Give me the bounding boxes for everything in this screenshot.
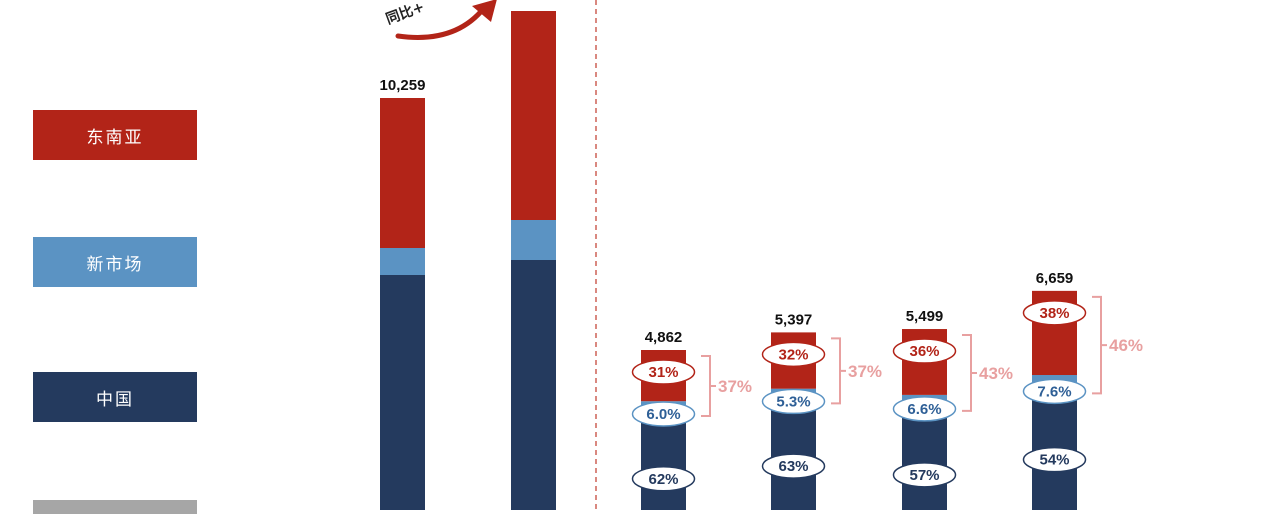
bar-segment-china bbox=[902, 406, 947, 510]
share-ellipse-southeast-asia bbox=[631, 359, 696, 385]
bar-segment-china bbox=[380, 275, 425, 510]
share-label-china: 54% bbox=[1039, 452, 1069, 469]
share-label-new-market: 6.0% bbox=[646, 406, 680, 423]
growth-arrow-head bbox=[472, 0, 497, 22]
bar-segment-new-market bbox=[511, 220, 556, 260]
bar-segment-southeast-asia bbox=[511, 11, 556, 220]
bar-segment-new-market bbox=[380, 248, 425, 275]
share-label-china: 62% bbox=[648, 471, 678, 488]
bar-total-label: 5,397 bbox=[775, 311, 813, 328]
combined-share-bracket bbox=[1092, 295, 1107, 395]
share-ellipse-new-market bbox=[761, 388, 826, 415]
growth-arrow bbox=[395, 5, 487, 40]
share-label-new-market: 5.3% bbox=[776, 393, 810, 410]
share-ellipse-southeast-asia bbox=[761, 341, 826, 368]
legend-southeast-asia: 东南亚 bbox=[33, 110, 197, 160]
share-ellipse-southeast-asia bbox=[892, 338, 957, 364]
combined-share-bracket bbox=[701, 355, 716, 417]
bar-segment-southeast-asia bbox=[380, 98, 425, 248]
share-ellipse-southeast-asia bbox=[1022, 300, 1087, 326]
combined-share-label: 43% bbox=[979, 364, 1013, 383]
share-label-southeast-asia: 36% bbox=[909, 343, 939, 360]
share-label-southeast-asia: 31% bbox=[648, 364, 678, 381]
bar-segment-china bbox=[641, 410, 686, 510]
combined-share-label: 37% bbox=[848, 362, 882, 381]
combined-share-label: 37% bbox=[718, 377, 752, 396]
share-ellipse-new-market bbox=[631, 401, 696, 427]
share-label-southeast-asia: 38% bbox=[1039, 305, 1069, 322]
combined-share-bracket bbox=[831, 337, 846, 405]
share-label-new-market: 7.6% bbox=[1037, 383, 1071, 400]
legend-china: 中国 bbox=[33, 372, 197, 422]
growth-arrow-label: 同比+ bbox=[384, 0, 427, 28]
bar-total-label: 5,499 bbox=[906, 308, 944, 325]
share-ellipse-china bbox=[761, 453, 826, 479]
share-ellipse-china bbox=[1022, 446, 1087, 473]
share-label-china: 57% bbox=[909, 467, 939, 484]
share-ellipse-new-market bbox=[1022, 378, 1087, 405]
share-ellipse-china bbox=[631, 466, 696, 492]
share-label-new-market: 6.6% bbox=[907, 401, 941, 418]
bar-total-label: 6,659 bbox=[1036, 270, 1074, 287]
share-ellipse-new-market bbox=[892, 396, 957, 422]
combined-share-label: 46% bbox=[1109, 336, 1143, 355]
bar-total-label: 10,259 bbox=[380, 77, 426, 94]
share-label-southeast-asia: 32% bbox=[778, 346, 808, 363]
legend-new-market: 新市场 bbox=[33, 237, 197, 287]
share-label-china: 63% bbox=[778, 458, 808, 475]
bar-segment-china bbox=[511, 260, 556, 510]
share-ellipse-china bbox=[892, 462, 957, 488]
bar-total-label: 4,862 bbox=[645, 329, 683, 346]
combined-share-bracket bbox=[962, 334, 977, 412]
